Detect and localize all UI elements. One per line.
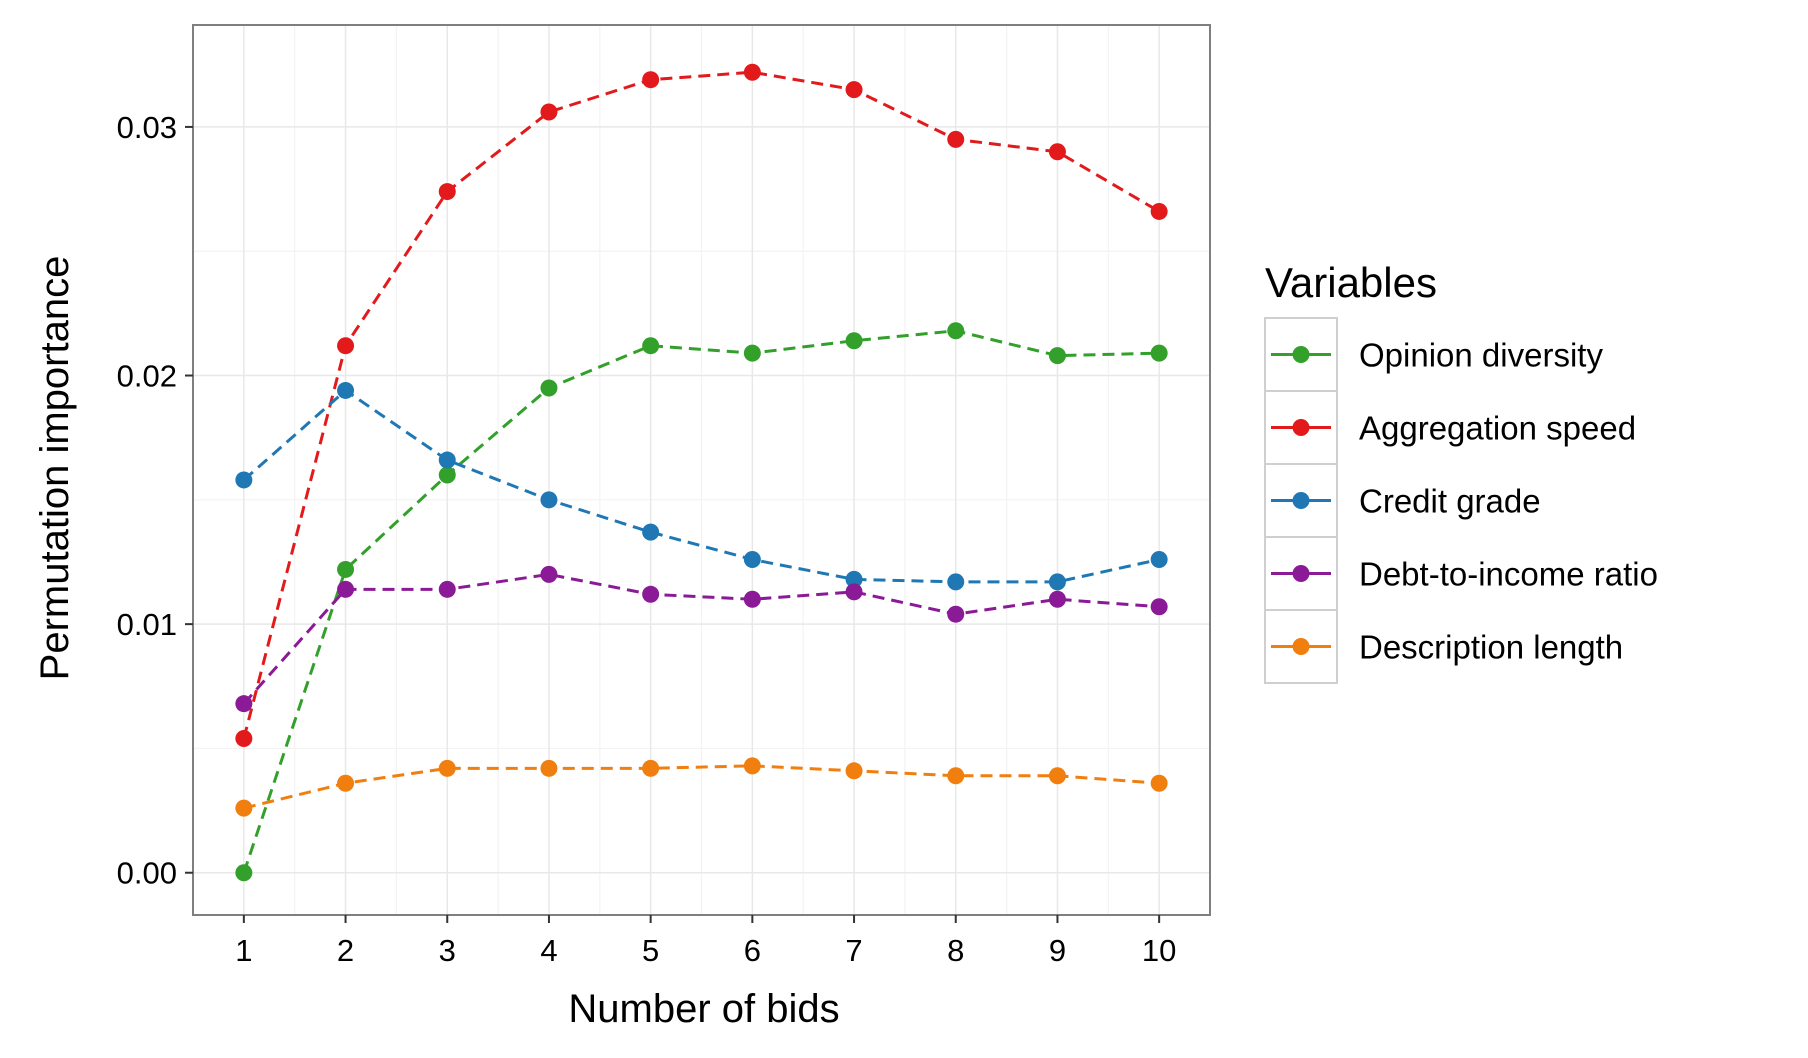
series-line bbox=[242, 388, 1160, 584]
data-point bbox=[947, 573, 965, 591]
y-axis-title: Permutation importance bbox=[33, 256, 77, 681]
data-point bbox=[947, 767, 965, 785]
data-point bbox=[235, 799, 253, 817]
series-line bbox=[242, 70, 1160, 739]
x-tick-label: 7 bbox=[845, 933, 862, 968]
data-point bbox=[947, 605, 965, 623]
data-point bbox=[438, 580, 456, 598]
data-point bbox=[743, 63, 761, 81]
legend-item: Debt-to-income ratio bbox=[1264, 536, 1658, 611]
data-point bbox=[845, 570, 863, 588]
legend-title: Variables bbox=[1265, 259, 1437, 306]
legend-key-point bbox=[1292, 565, 1310, 582]
data-point bbox=[1150, 550, 1168, 568]
legend-item: Description length bbox=[1264, 609, 1623, 684]
data-point bbox=[1048, 573, 1066, 591]
data-point bbox=[438, 183, 456, 201]
legend-key-point bbox=[1292, 638, 1310, 655]
legend-key-point bbox=[1292, 419, 1310, 436]
x-tick-label: 8 bbox=[947, 933, 964, 968]
y-tick-label: 0.01 bbox=[117, 607, 177, 642]
legend: Variables Opinion diversity Aggregation s… bbox=[1264, 259, 1658, 684]
data-point bbox=[1048, 590, 1066, 608]
series-2 bbox=[235, 381, 1168, 591]
x-axis-title: Number of bids bbox=[568, 987, 839, 1031]
data-point bbox=[1048, 143, 1066, 161]
y-tick-label: 0.00 bbox=[117, 856, 177, 891]
x-tick-label: 3 bbox=[439, 933, 456, 968]
legend-key-point bbox=[1292, 346, 1310, 363]
data-point bbox=[337, 580, 355, 598]
data-point bbox=[642, 337, 660, 355]
data-point bbox=[235, 471, 253, 489]
series-line bbox=[243, 764, 1160, 810]
data-point bbox=[235, 695, 253, 713]
y-tick-label: 0.02 bbox=[117, 359, 177, 394]
data-point bbox=[540, 491, 558, 509]
data-point bbox=[1150, 202, 1168, 220]
data-point bbox=[235, 729, 253, 747]
data-point bbox=[540, 565, 558, 583]
x-tick-label: 2 bbox=[337, 933, 354, 968]
data-point bbox=[743, 590, 761, 608]
data-point bbox=[947, 322, 965, 340]
data-point bbox=[337, 774, 355, 792]
legend-label: Aggregation speed bbox=[1359, 410, 1636, 447]
data-point bbox=[642, 71, 660, 89]
data-point bbox=[845, 332, 863, 350]
data-point bbox=[743, 757, 761, 775]
legend-label: Opinion diversity bbox=[1359, 337, 1603, 374]
data-point bbox=[1048, 767, 1066, 785]
x-tick-label: 10 bbox=[1142, 933, 1176, 968]
data-point bbox=[337, 337, 355, 355]
data-point bbox=[540, 759, 558, 777]
data-point bbox=[845, 762, 863, 780]
y-tick-label: 0.03 bbox=[117, 110, 177, 145]
series-layer bbox=[235, 63, 1168, 882]
x-tick-label: 9 bbox=[1049, 933, 1066, 968]
legend-item: Credit grade bbox=[1264, 463, 1541, 538]
data-point bbox=[540, 379, 558, 397]
legend-label: Debt-to-income ratio bbox=[1359, 556, 1658, 593]
legend-label: Credit grade bbox=[1359, 483, 1541, 520]
series-4 bbox=[235, 757, 1168, 817]
data-point bbox=[438, 466, 456, 484]
data-point bbox=[642, 523, 660, 541]
data-point bbox=[1150, 344, 1168, 362]
series-0 bbox=[235, 322, 1168, 882]
data-point bbox=[743, 550, 761, 568]
legend-key-point bbox=[1292, 492, 1310, 509]
x-tick-label: 1 bbox=[235, 933, 252, 968]
data-point bbox=[845, 583, 863, 601]
data-point bbox=[845, 81, 863, 99]
data-point bbox=[947, 130, 965, 148]
data-point bbox=[235, 864, 253, 882]
data-point bbox=[337, 381, 355, 399]
plot-panel-border bbox=[192, 24, 1211, 916]
legend-item: Aggregation speed bbox=[1264, 390, 1636, 465]
data-point bbox=[1150, 774, 1168, 792]
data-point bbox=[438, 451, 456, 469]
axis-ticks: 0.00 0.01 0.02 0.03 1 2 3 4 5 6 7 8 9 10 bbox=[117, 110, 1177, 968]
data-point bbox=[642, 585, 660, 603]
x-tick-label: 5 bbox=[642, 933, 659, 968]
series-1 bbox=[235, 63, 1168, 747]
data-point bbox=[438, 759, 456, 777]
data-point bbox=[642, 759, 660, 777]
series-3 bbox=[235, 565, 1168, 713]
series-line bbox=[242, 572, 1160, 705]
data-point bbox=[1150, 598, 1168, 616]
legend-label: Description length bbox=[1359, 629, 1623, 666]
series-line bbox=[242, 329, 1160, 874]
x-tick-label: 6 bbox=[744, 933, 761, 968]
legend-item: Opinion diversity bbox=[1264, 317, 1603, 392]
data-point bbox=[743, 344, 761, 362]
data-point bbox=[540, 103, 558, 121]
x-tick-label: 4 bbox=[540, 933, 557, 968]
data-point bbox=[1048, 347, 1066, 365]
data-point bbox=[337, 560, 355, 578]
legend-items: Opinion diversity Aggregation speed Credit… bbox=[1264, 317, 1658, 684]
